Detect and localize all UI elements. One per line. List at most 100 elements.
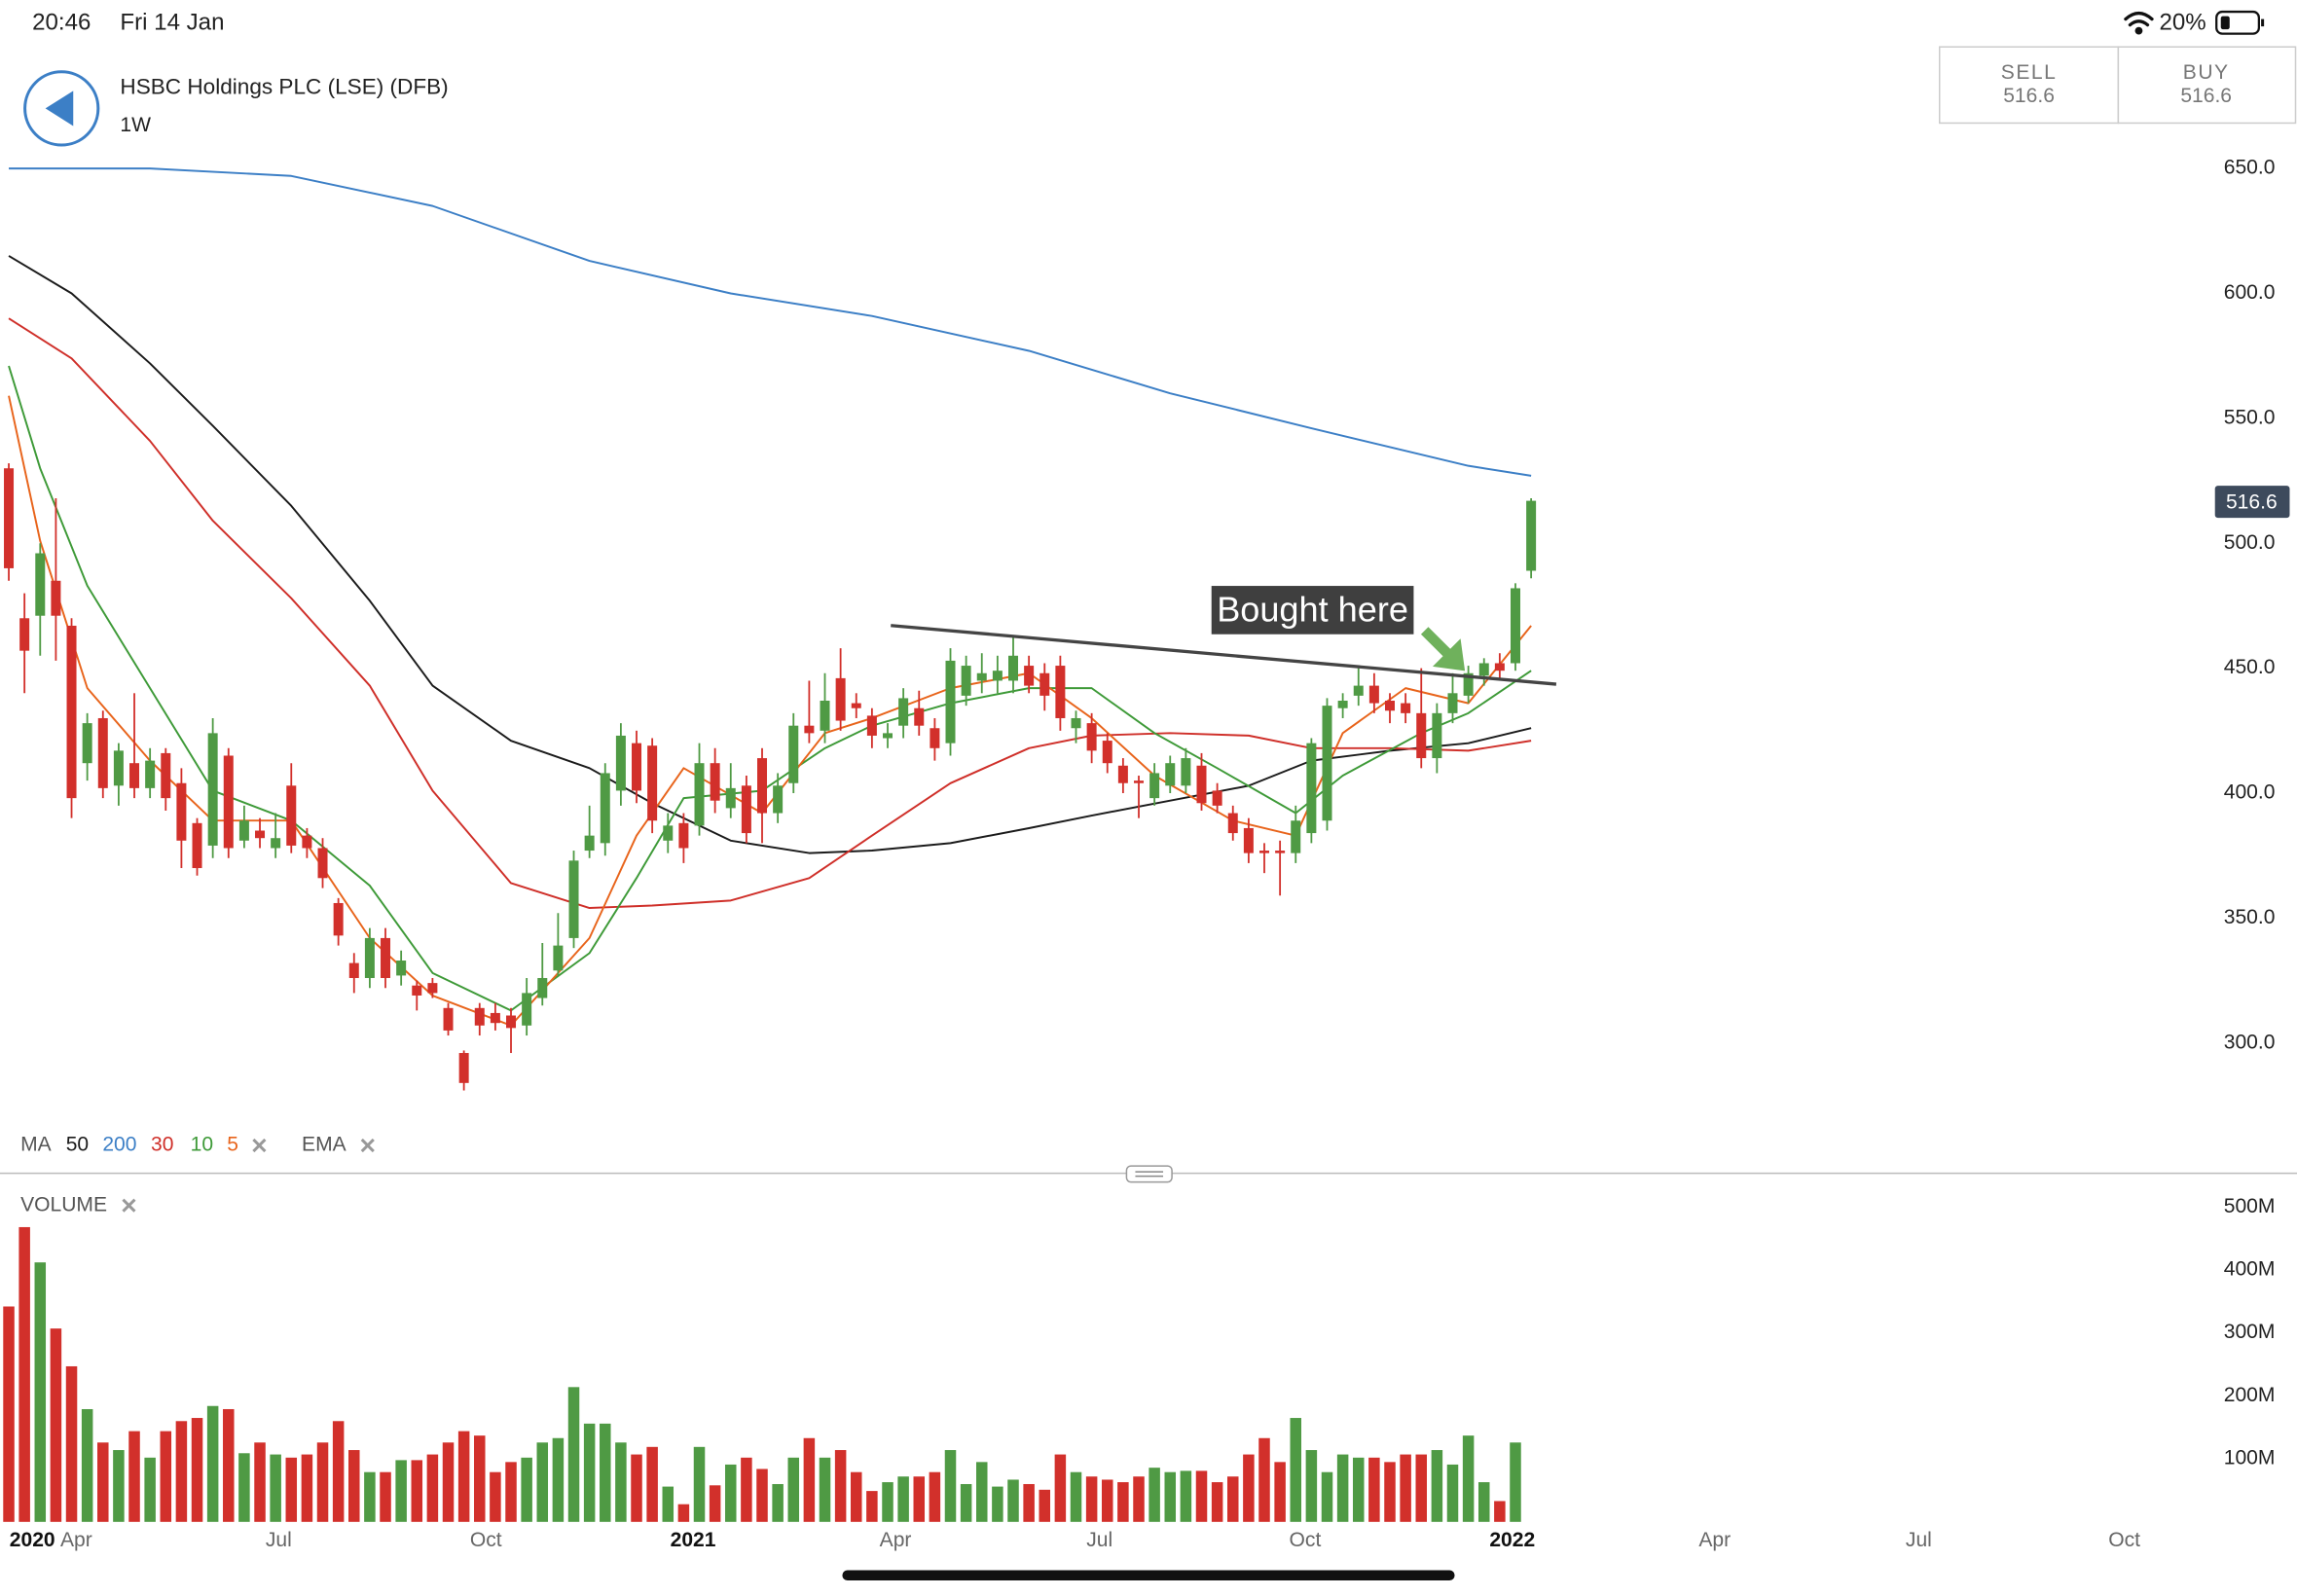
x-tick-label: 2020 xyxy=(10,1529,55,1551)
volume-bar xyxy=(1494,1501,1506,1522)
x-tick-label: Jul xyxy=(266,1529,292,1551)
y-tick-label: 500M xyxy=(2224,1195,2276,1217)
volume-bar xyxy=(834,1450,847,1522)
candle-body xyxy=(1478,663,1489,676)
volume-bar xyxy=(567,1387,580,1522)
volume-bar xyxy=(81,1408,93,1522)
volume-bar xyxy=(160,1431,172,1522)
y-tick-label: 100M xyxy=(2224,1447,2276,1469)
y-tick-label: 450.0 xyxy=(2224,656,2276,678)
volume-bar xyxy=(1023,1483,1035,1522)
volume-bar xyxy=(1477,1482,1490,1522)
candle-body xyxy=(1432,712,1442,759)
volume-bar xyxy=(144,1457,156,1522)
candle-body xyxy=(176,782,187,841)
candle-body xyxy=(145,760,156,788)
candle-body xyxy=(976,672,987,681)
volume-bar xyxy=(1007,1479,1019,1522)
volume-bar xyxy=(285,1457,298,1522)
candle-body xyxy=(271,838,281,849)
volume-bar xyxy=(1400,1454,1411,1522)
volume-bar xyxy=(787,1457,800,1522)
volume-bar xyxy=(741,1457,752,1522)
candle-body xyxy=(192,822,202,869)
volume-bar xyxy=(97,1442,109,1522)
annotation-box xyxy=(1211,586,1414,635)
candle-body xyxy=(223,755,234,849)
candle-body xyxy=(1039,672,1050,696)
volume-bar xyxy=(301,1454,313,1522)
candle-body xyxy=(396,961,407,976)
candle-body xyxy=(1117,765,1128,783)
volume-bar xyxy=(1415,1454,1427,1522)
annotation-arrow xyxy=(1414,627,1466,671)
candle-body xyxy=(1102,741,1112,764)
candle-body xyxy=(1526,500,1537,571)
candle-body xyxy=(1447,693,1458,713)
battery-level: 20% xyxy=(2160,9,2206,35)
candle-body xyxy=(1008,655,1019,681)
volume-bar xyxy=(693,1446,706,1522)
legend-entry[interactable]: 200 xyxy=(102,1134,136,1156)
candle-body xyxy=(286,785,297,846)
legend-entry[interactable]: 10 xyxy=(191,1134,213,1156)
volume-bar xyxy=(725,1464,737,1522)
volume-bar xyxy=(536,1442,549,1522)
candle-body xyxy=(1401,703,1411,713)
legend-entry[interactable]: 5 xyxy=(227,1134,238,1156)
candle-body xyxy=(1259,851,1269,853)
candle-body xyxy=(333,902,344,936)
candle-body xyxy=(381,937,391,978)
volume-bar xyxy=(474,1435,486,1522)
candle-body xyxy=(584,835,595,852)
candle-body xyxy=(51,580,61,616)
x-tick-label: Jul xyxy=(1906,1529,1932,1551)
volume-bar xyxy=(1039,1489,1051,1522)
legend-entry[interactable]: 50 xyxy=(66,1134,89,1156)
volume-bar xyxy=(1384,1462,1396,1522)
volume-bar xyxy=(238,1453,250,1522)
candle-body xyxy=(302,835,312,849)
candle-body xyxy=(1071,717,1081,729)
interval: 1W xyxy=(120,114,151,136)
candle-body xyxy=(348,962,359,978)
remove-ema-button[interactable] xyxy=(360,1138,375,1153)
candle-body xyxy=(647,745,658,821)
candle-body xyxy=(835,677,846,721)
moving-average-line xyxy=(8,255,1532,854)
candle-body xyxy=(930,728,940,748)
volume-bar xyxy=(1148,1468,1160,1522)
volume-bar xyxy=(316,1442,329,1522)
candle-body xyxy=(1463,672,1474,696)
candle-body xyxy=(506,1015,517,1029)
moving-average-line xyxy=(9,167,1532,477)
candle-body xyxy=(1227,813,1238,834)
annotation-text: Bought here xyxy=(1217,590,1408,630)
candle-body xyxy=(866,715,877,736)
buy-button[interactable]: BUY 516.6 xyxy=(2117,46,2297,125)
x-tick-label: Apr xyxy=(60,1529,92,1551)
pane-resize-handle[interactable] xyxy=(1125,1165,1173,1183)
sell-button[interactable]: SELL 516.6 xyxy=(1939,46,2120,125)
remove-volume-button[interactable] xyxy=(122,1198,136,1213)
volume-bar xyxy=(1054,1454,1067,1522)
candle-body xyxy=(82,723,92,764)
volume-bar xyxy=(772,1483,784,1522)
candle-body xyxy=(851,703,861,708)
volume-bar xyxy=(1352,1457,1365,1522)
x-tick-label: 2021 xyxy=(671,1529,716,1551)
candle-body xyxy=(113,750,124,786)
volume-bar xyxy=(960,1483,972,1522)
volume-bar xyxy=(1102,1479,1113,1522)
back-button[interactable] xyxy=(23,70,100,147)
volume-bar xyxy=(1258,1437,1270,1522)
buy-price: 516.6 xyxy=(2180,85,2232,107)
legend-entry[interactable]: 30 xyxy=(151,1134,173,1156)
candle-body xyxy=(207,733,218,846)
candle-body xyxy=(1134,780,1145,783)
volume-bar xyxy=(457,1431,470,1522)
volume-bar xyxy=(223,1408,235,1522)
remove-ma-button[interactable] xyxy=(252,1138,267,1153)
x-tick-label: Oct xyxy=(2108,1529,2140,1551)
